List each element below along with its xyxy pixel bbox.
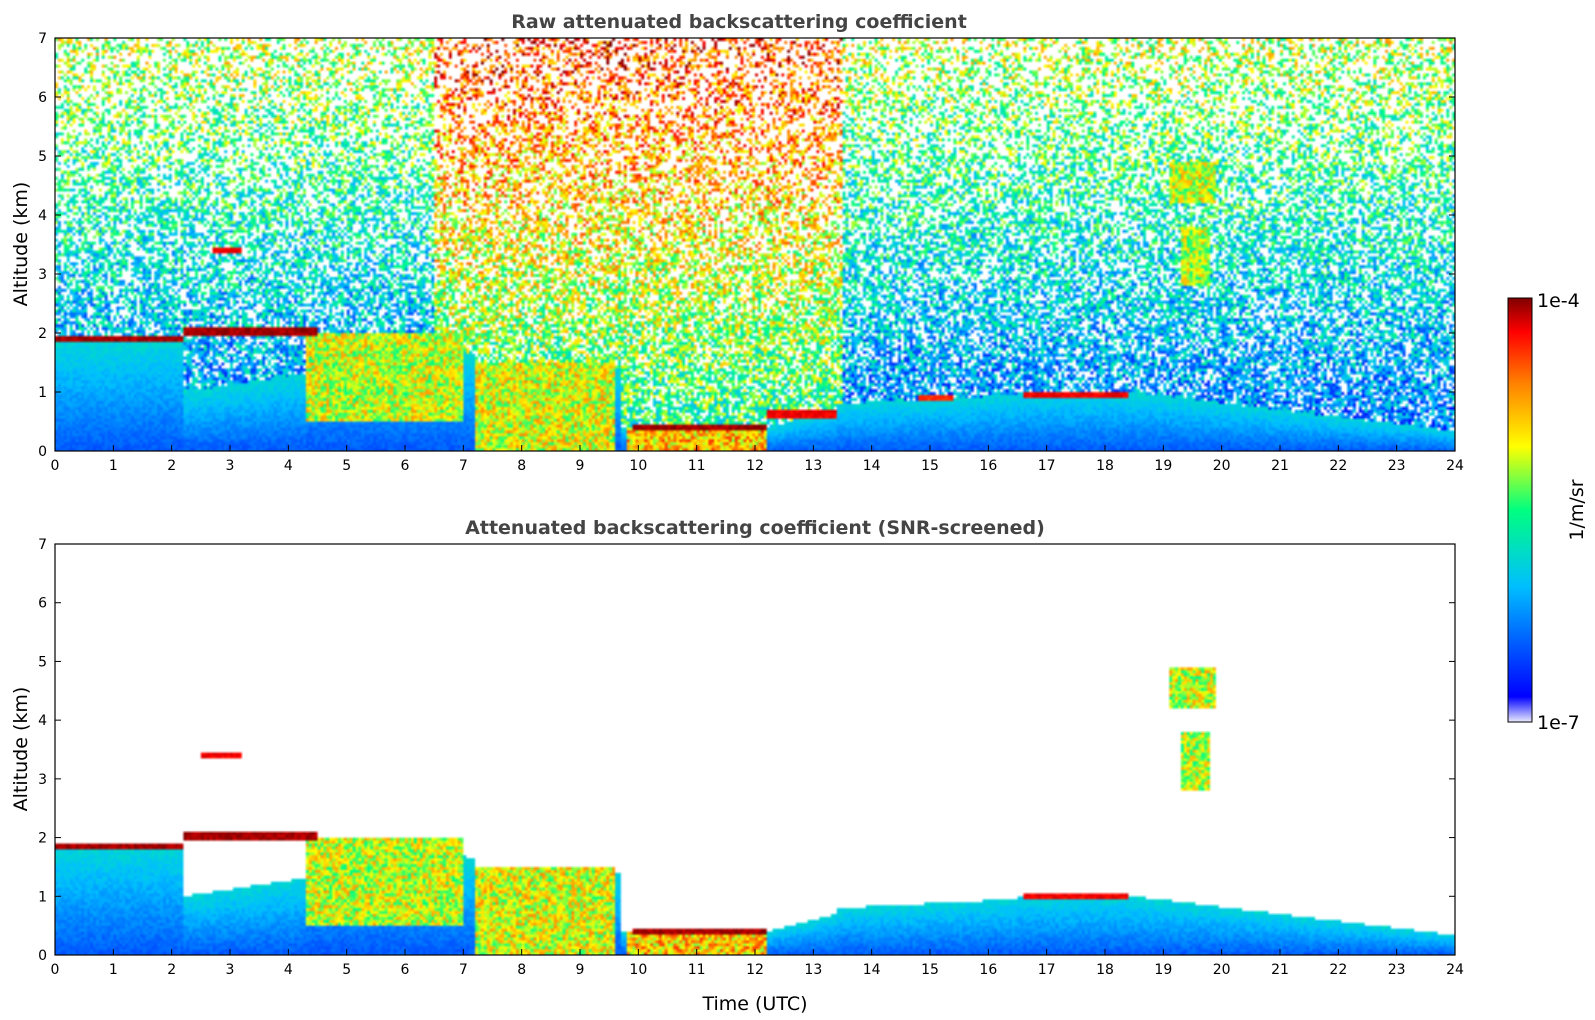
- y-tick-label: 5: [38, 149, 47, 165]
- colorbar-unit-label: 1/m/sr: [1566, 479, 1588, 540]
- y-tick-label: 2: [38, 831, 47, 847]
- y-tick-label: 3: [38, 772, 47, 788]
- x-tick-label: 23: [1388, 962, 1406, 978]
- x-tick-label: 4: [284, 962, 293, 978]
- x-tick-label: 2: [167, 458, 176, 474]
- screened-y-axis-label: Altitude (km): [10, 687, 32, 812]
- x-tick-label: 11: [688, 962, 706, 978]
- x-tick-label: 24: [1446, 962, 1464, 978]
- x-tick-label: 5: [342, 458, 351, 474]
- x-tick-label: 0: [51, 458, 60, 474]
- y-tick-label: 7: [38, 31, 47, 47]
- x-tick-label: 13: [804, 458, 822, 474]
- x-tick-label: 14: [863, 458, 881, 474]
- x-tick-label: 15: [921, 962, 939, 978]
- x-tick-label: 8: [517, 962, 526, 978]
- y-tick-label: 0: [38, 948, 47, 964]
- x-tick-label: 24: [1446, 458, 1464, 474]
- y-tick-label: 2: [38, 326, 47, 342]
- x-tick-label: 19: [1154, 962, 1172, 978]
- x-tick-label: 6: [401, 458, 410, 474]
- x-tick-label: 15: [921, 458, 939, 474]
- x-tick-label: 3: [226, 962, 235, 978]
- y-tick-label: 6: [38, 596, 47, 612]
- screened-panel: Attenuated backscattering coefficient (S…: [10, 517, 1464, 1015]
- x-tick-label: 9: [576, 962, 585, 978]
- y-tick-label: 5: [38, 654, 47, 670]
- colorbar-max-label: 1e-4: [1537, 290, 1580, 312]
- colorbar-min-label: 1e-7: [1537, 712, 1580, 734]
- screened-y-ticks: 0 1 2 3 4 5 6 7: [38, 537, 1455, 964]
- screened-panel-title: Attenuated backscattering coefficient (S…: [465, 517, 1045, 539]
- raw-panel-title: Raw attenuated backscattering coefficien…: [511, 11, 967, 33]
- x-tick-label: 21: [1271, 962, 1289, 978]
- x-tick-label: 0: [51, 962, 60, 978]
- raw-panel: Raw attenuated backscattering coefficien…: [10, 11, 1464, 474]
- colorbar-gradient: [1507, 297, 1533, 723]
- raw-x-ticks: 0 1 2 3 4 5 6 7 8 9 10 11 12 13 14 15 16 17 18 19 20 21 22 23 24: [51, 445, 1464, 474]
- y-tick-label: 4: [38, 713, 47, 729]
- y-tick-label: 0: [38, 444, 47, 460]
- x-tick-label: 16: [979, 458, 997, 474]
- y-tick-label: 1: [38, 385, 47, 401]
- x-tick-label: 12: [746, 962, 764, 978]
- x-tick-label: 22: [1329, 962, 1347, 978]
- y-tick-label: 1: [38, 889, 47, 905]
- x-tick-label: 1: [109, 962, 118, 978]
- x-tick-label: 5: [342, 962, 351, 978]
- x-tick-label: 19: [1154, 458, 1172, 474]
- x-tick-label: 3: [226, 458, 235, 474]
- x-tick-label: 12: [746, 458, 764, 474]
- colorbar: 1e-4 1e-7 1/m/sr: [1507, 290, 1588, 734]
- screened-x-ticks: 0 1 2 3 4 5 6 7 8 9 10 11 12 13 14 15 16 17 18 19 20 21 22 23 24: [51, 949, 1464, 978]
- raw-y-axis-label: Altitude (km): [10, 182, 32, 307]
- y-tick-label: 7: [38, 537, 47, 553]
- x-tick-label: 1: [109, 458, 118, 474]
- y-tick-label: 6: [38, 90, 47, 106]
- x-tick-label: 7: [459, 962, 468, 978]
- x-tick-label: 20: [1213, 458, 1231, 474]
- x-tick-label: 17: [1038, 962, 1056, 978]
- x-tick-label: 8: [517, 458, 526, 474]
- x-tick-label: 18: [1096, 962, 1114, 978]
- x-tick-label: 18: [1096, 458, 1114, 474]
- y-tick-label: 3: [38, 267, 47, 283]
- x-tick-label: 10: [629, 962, 647, 978]
- y-tick-label: 4: [38, 208, 47, 224]
- x-tick-label: 4: [284, 458, 293, 474]
- x-tick-label: 16: [979, 962, 997, 978]
- x-tick-label: 13: [804, 962, 822, 978]
- x-axis-label: Time (UTC): [701, 993, 807, 1015]
- x-tick-label: 17: [1038, 458, 1056, 474]
- raw-heatmap: [55, 38, 1455, 451]
- x-tick-label: 7: [459, 458, 468, 474]
- x-tick-label: 21: [1271, 458, 1289, 474]
- x-tick-label: 22: [1329, 458, 1347, 474]
- x-tick-label: 11: [688, 458, 706, 474]
- x-tick-label: 23: [1388, 458, 1406, 474]
- screened-heatmap: [55, 544, 1455, 955]
- raw-y-ticks: 0 1 2 3 4 5 6 7: [38, 31, 1455, 460]
- x-tick-label: 20: [1213, 962, 1231, 978]
- x-tick-label: 2: [167, 962, 176, 978]
- x-tick-label: 6: [401, 962, 410, 978]
- x-tick-label: 9: [576, 458, 585, 474]
- x-tick-label: 10: [629, 458, 647, 474]
- x-tick-label: 14: [863, 962, 881, 978]
